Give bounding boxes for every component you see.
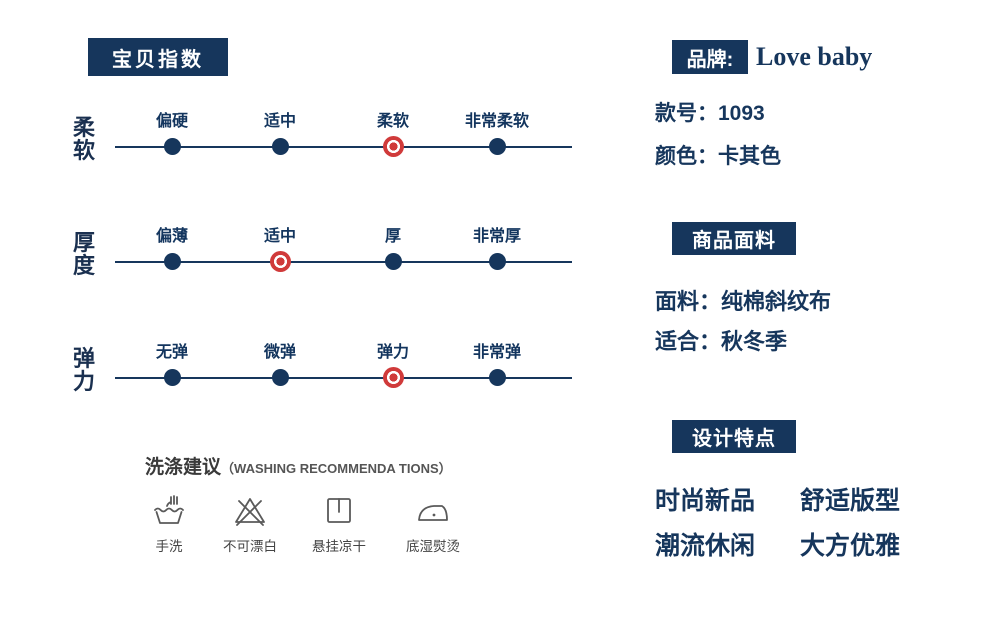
scale-line <box>115 146 572 148</box>
wash-item-label: 手洗 <box>155 539 183 554</box>
season-label: 适合： <box>655 329 722 354</box>
scale-point: 适中 <box>232 112 328 155</box>
softness-scale: 柔软 偏硬 适中 柔软 非常柔软 <box>70 112 600 172</box>
wash-item-no-bleach: 不可漂白 <box>208 490 292 555</box>
point-label: 适中 <box>263 228 296 245</box>
design-feature: 时尚新品 <box>655 487 756 515</box>
point-label: 柔软 <box>376 113 409 130</box>
point-label: 无弹 <box>155 344 188 361</box>
wash-item-label: 悬挂凉干 <box>312 539 366 554</box>
thickness-scale: 厚度 偏薄 适中 厚 非常厚 <box>70 227 600 287</box>
scale-line <box>115 377 572 379</box>
point-label: 弹力 <box>376 344 409 361</box>
scale-dot <box>488 138 506 155</box>
scale-dot <box>271 138 289 155</box>
scale-point: 偏薄 <box>124 227 220 270</box>
scale-label: 柔软 <box>72 115 95 163</box>
style-number-value: 1093 <box>718 102 765 125</box>
scale-point: 非常柔软 <box>449 112 545 155</box>
scale-point: 适中 <box>232 227 328 272</box>
scale-dot <box>163 253 181 270</box>
scale-dot <box>384 253 402 270</box>
iron-damp-icon <box>418 505 448 521</box>
scale-dot <box>163 369 181 386</box>
scale-line <box>115 261 572 263</box>
fabric-label: 面料： <box>655 289 722 314</box>
scale-dot <box>271 369 289 386</box>
color-row: 颜色：卡其色 <box>655 140 781 170</box>
scale-dot-selected <box>269 251 291 272</box>
washing-title-en: （WASHING RECOMMENDA TIONS） <box>221 461 452 476</box>
point-label: 非常厚 <box>472 228 521 245</box>
season-value: 秋冬季 <box>721 329 788 354</box>
scale-dot <box>488 253 506 270</box>
washing-title-cn: 洗涤建议 <box>145 457 222 478</box>
brand-label-box: 品牌: <box>672 40 748 74</box>
design-feature: 潮流休闲 <box>655 532 756 560</box>
index-section-title: 宝贝指数 <box>88 38 228 76</box>
style-number-label: 款号： <box>655 102 718 125</box>
scale-label: 厚度 <box>72 230 95 278</box>
fabric-value: 纯棉斜纹布 <box>721 289 832 314</box>
style-number-row: 款号：1093 <box>655 97 765 127</box>
hand-wash-icon <box>154 495 184 524</box>
scale-point: 非常弹 <box>449 343 545 386</box>
scale-point: 弹力 <box>345 343 441 388</box>
wash-item-label: 不可漂白 <box>223 539 277 554</box>
scale-dot <box>488 369 506 386</box>
point-label: 非常弹 <box>472 344 521 361</box>
color-value: 卡其色 <box>718 145 781 168</box>
scale-point: 非常厚 <box>449 227 545 270</box>
point-label: 厚 <box>384 228 401 245</box>
hang-dry-icon <box>327 498 351 523</box>
scale-dot-selected <box>382 367 404 388</box>
point-label: 适中 <box>263 113 296 130</box>
scale-point: 微弹 <box>232 343 328 386</box>
scale-label: 弹力 <box>72 346 95 394</box>
color-label: 颜色： <box>655 145 718 168</box>
scale-point: 无弹 <box>124 343 220 386</box>
washing-title: 洗涤建议（WASHING RECOMMENDA TIONS） <box>145 452 452 479</box>
scale-point: 偏硬 <box>124 112 220 155</box>
wash-item-hang-dry: 悬挂凉干 <box>297 490 381 555</box>
scale-dot <box>163 138 181 155</box>
scale-point: 厚 <box>345 227 441 270</box>
point-label: 偏薄 <box>155 228 188 245</box>
point-label: 非常柔软 <box>464 113 529 130</box>
wash-item-label: 底湿熨烫 <box>406 539 460 554</box>
scale-dot-selected <box>382 136 404 157</box>
no-bleach-icon <box>235 498 265 526</box>
wash-item-iron-damp: 底湿熨烫 <box>391 490 475 555</box>
design-section-title: 设计特点 <box>672 420 796 453</box>
brand-name: Love baby <box>756 42 873 71</box>
stretch-scale: 弹力 无弹 微弹 弹力 非常弹 <box>70 343 600 403</box>
point-label: 偏硬 <box>155 113 188 130</box>
season-row: 适合：秋冬季 <box>655 324 787 356</box>
fabric-section-title: 商品面料 <box>672 222 796 255</box>
point-label: 微弹 <box>263 344 296 361</box>
scale-point: 柔软 <box>345 112 441 157</box>
design-feature: 大方优雅 <box>800 532 901 560</box>
wash-item-hand-wash: 手洗 <box>127 490 211 555</box>
fabric-row: 面料：纯棉斜纹布 <box>655 284 831 316</box>
design-feature: 舒适版型 <box>800 487 901 515</box>
